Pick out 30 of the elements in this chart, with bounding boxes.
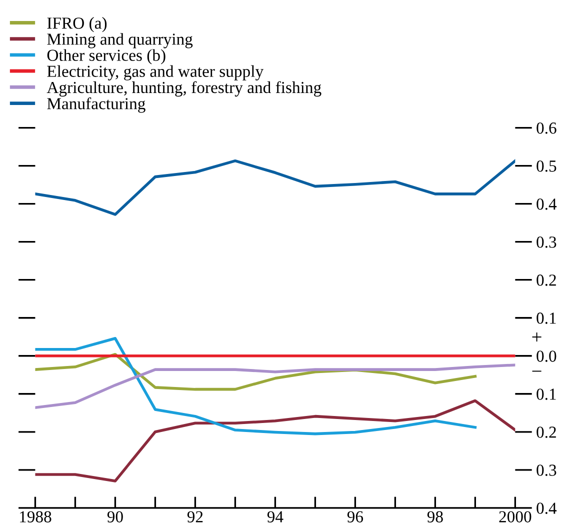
x-tick-label: 2000 [499, 511, 532, 522]
y-tick-label: 0.1 [536, 388, 556, 400]
y-tick-label: 0.3 [536, 464, 556, 476]
line-series [35, 336, 477, 436]
legend-label: IFRO (a) [47, 17, 107, 32]
y-tick-label: 0.4 [536, 198, 557, 210]
legend-label: Agriculture, hunting, forestry and fishing [46, 81, 322, 97]
y-tick-label: 0.0 [536, 350, 556, 362]
y-tick-label: 0.4 [536, 502, 557, 514]
y-tick-label: 0.3 [536, 236, 556, 248]
y-tick-label: 0.1 [536, 312, 556, 324]
legend-label: Electricity, gas and water supply [47, 65, 264, 80]
y-tick-label: 0.2 [536, 426, 556, 438]
y-tick-label: 0.6 [536, 122, 556, 134]
y-tick-label: 0.2 [536, 274, 556, 286]
line-series [35, 159, 516, 216]
legend-label: Mining and quarrying [47, 33, 193, 48]
x-tick-label: 96 [347, 511, 364, 522]
x-tick-label: 90 [107, 511, 123, 522]
text: + [532, 332, 542, 342]
x-tick-label: 1988 [20, 511, 52, 522]
line-series [35, 364, 516, 409]
x-tick-label: 98 [427, 511, 443, 522]
line-series [35, 399, 516, 482]
x-tick-label: 92 [187, 511, 203, 522]
text: − [532, 370, 542, 372]
legend-label: Manufacturing [47, 97, 146, 113]
legend-label: Other services (b) [47, 49, 166, 64]
y-tick-label: 0.5 [536, 160, 556, 172]
x-tick-label: 94 [267, 511, 284, 522]
